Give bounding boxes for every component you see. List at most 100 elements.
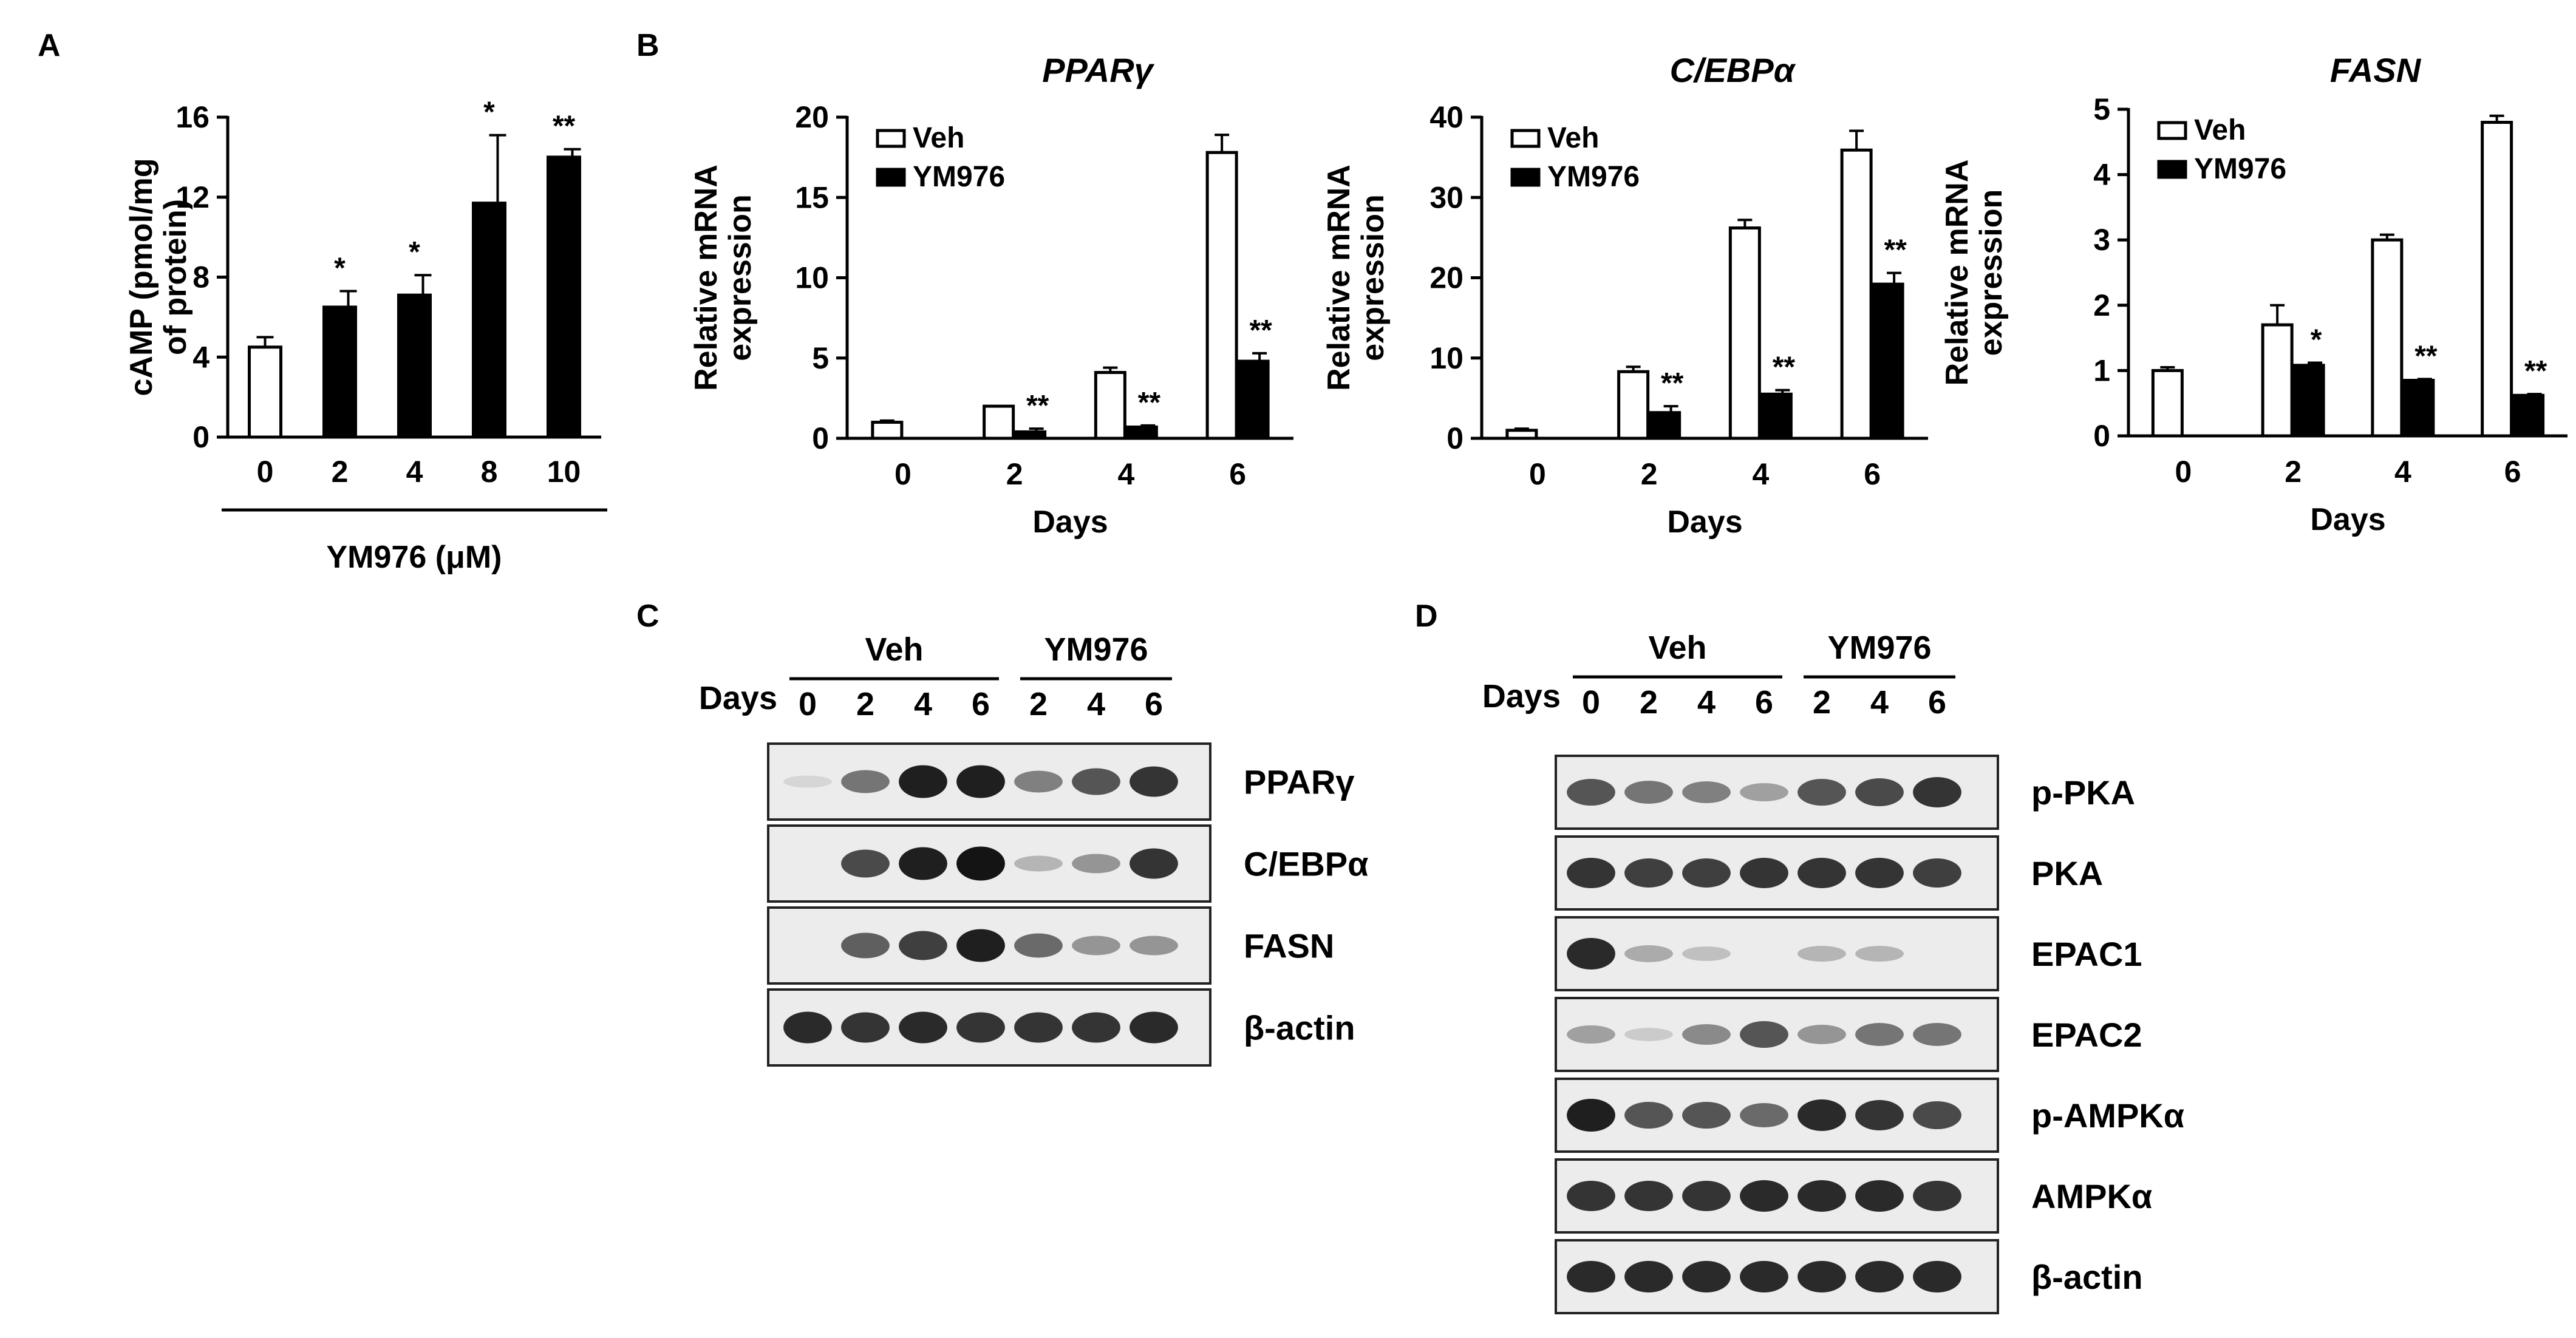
lane-label: 2 bbox=[1813, 684, 1831, 721]
lane-label: 4 bbox=[1697, 684, 1716, 721]
blot-band bbox=[956, 765, 1005, 798]
legend-swatch-veh bbox=[2157, 121, 2187, 140]
bar-veh bbox=[1505, 429, 1538, 440]
bar bbox=[248, 345, 282, 439]
protein-label: EPAC1 bbox=[2031, 935, 2142, 973]
bar-veh bbox=[1840, 148, 1873, 440]
x-tick-label: 2 bbox=[2285, 455, 2302, 489]
bar-ym976 bbox=[2402, 379, 2435, 438]
bar-ym976 bbox=[1872, 282, 1904, 440]
x-axis-label: Days bbox=[2310, 502, 2385, 537]
lane-label: 0 bbox=[799, 686, 817, 722]
blot-band bbox=[1014, 1012, 1063, 1043]
x-tick-label: 6 bbox=[2504, 455, 2521, 489]
significance-marker: ** bbox=[1138, 387, 1161, 419]
y-tick-label: 16 bbox=[175, 100, 210, 134]
x-axis-label: Days bbox=[1032, 504, 1108, 540]
blot-band bbox=[1855, 858, 1904, 888]
blot-band bbox=[1797, 1180, 1846, 1212]
y-tick-label: 1 bbox=[2093, 353, 2110, 387]
lane-label: 2 bbox=[1029, 686, 1048, 722]
legend-swatch-veh bbox=[876, 129, 906, 148]
bar-ym976 bbox=[2512, 393, 2545, 438]
lane-label: 6 bbox=[1928, 684, 1946, 721]
protein-label: EPAC2 bbox=[2031, 1016, 2142, 1054]
y-tick-label: 5 bbox=[2093, 92, 2110, 126]
blot-band bbox=[841, 770, 890, 793]
significance-marker: ** bbox=[2524, 355, 2547, 387]
blot-band bbox=[956, 846, 1005, 881]
bar bbox=[472, 202, 506, 439]
bar-veh bbox=[1205, 151, 1238, 440]
blot-band bbox=[1072, 768, 1120, 795]
protein-label: PPARγ bbox=[1244, 763, 1355, 801]
bar-veh bbox=[2371, 238, 2404, 438]
blot-band bbox=[1913, 777, 1961, 807]
x-tick-label: 2 bbox=[332, 455, 349, 489]
bar-veh bbox=[983, 404, 1015, 440]
blot-band bbox=[783, 1011, 832, 1044]
lane-label: 6 bbox=[1755, 684, 1773, 721]
protein-label: p-PKA bbox=[2031, 773, 2135, 812]
blot-band bbox=[1682, 858, 1731, 888]
y-tick-label: 4 bbox=[193, 340, 210, 374]
legend-label: Veh bbox=[913, 122, 964, 154]
protein-label: β-actin bbox=[2031, 1258, 2143, 1296]
bar-veh bbox=[871, 421, 904, 440]
blot-band bbox=[1682, 1181, 1731, 1211]
panel-letter-c: C bbox=[636, 599, 659, 634]
blot-band bbox=[841, 849, 890, 878]
y-axis-label-line: expression bbox=[1974, 189, 2009, 356]
blot-band bbox=[783, 775, 832, 788]
blot-band bbox=[1855, 778, 1904, 806]
legend-swatch-ym976 bbox=[2157, 160, 2187, 179]
y-tick-label: 10 bbox=[1429, 341, 1463, 375]
blot-band bbox=[956, 1012, 1005, 1043]
group-label-ym976: YM976 bbox=[1044, 631, 1148, 668]
blot-band bbox=[899, 931, 947, 960]
blot-band bbox=[1072, 854, 1120, 874]
blot-band bbox=[1740, 858, 1788, 888]
significance-marker: ** bbox=[2414, 340, 2438, 372]
bar-veh bbox=[2261, 323, 2294, 438]
bar-veh bbox=[1617, 370, 1650, 440]
protein-label: AMPKα bbox=[2031, 1177, 2152, 1215]
blot-band bbox=[1740, 1103, 1788, 1127]
blot-band bbox=[1682, 1261, 1731, 1292]
blot-band bbox=[1130, 1011, 1178, 1044]
blot-band bbox=[1014, 855, 1063, 872]
blot-band bbox=[1624, 1102, 1673, 1129]
x-tick-label: 0 bbox=[1529, 457, 1546, 491]
panel-letter-a: A bbox=[38, 28, 61, 63]
y-axis-label-line: expression bbox=[1355, 194, 1391, 361]
significance-marker: * bbox=[483, 97, 495, 129]
x-tick-label: 4 bbox=[1117, 457, 1134, 491]
legend-swatch-ym976 bbox=[876, 168, 906, 187]
significance-marker: * bbox=[334, 253, 346, 285]
blot-band bbox=[1855, 1261, 1904, 1292]
lane-label: 2 bbox=[1640, 684, 1658, 721]
y-tick-label: 10 bbox=[795, 261, 829, 295]
bar-ym976 bbox=[2292, 364, 2325, 438]
y-tick-label: 2 bbox=[2093, 288, 2110, 322]
x-tick-label: 2 bbox=[1006, 457, 1023, 491]
blot-band bbox=[1740, 1180, 1788, 1212]
blot-band bbox=[1682, 781, 1731, 803]
blot-band bbox=[1567, 1261, 1615, 1292]
western-blot-c: Veh YM976 Days 0 2 4 6 2 4 6 PPARγ C/EBPα FASN β-acti… bbox=[699, 631, 1369, 1067]
legend-label: Veh bbox=[2194, 114, 2246, 146]
y-axis-label-line: expression bbox=[723, 194, 758, 361]
legend-label: Veh bbox=[1547, 122, 1599, 154]
y-tick-label: 40 bbox=[1429, 100, 1463, 134]
bar-veh bbox=[1728, 226, 1761, 440]
y-tick-label: 15 bbox=[795, 180, 829, 214]
protein-label: FASN bbox=[1244, 927, 1334, 965]
panel-letter-b: B bbox=[636, 28, 659, 63]
blot-band bbox=[1624, 945, 1673, 962]
x-tick-label: 4 bbox=[2394, 455, 2411, 489]
blot-strip bbox=[1555, 916, 1999, 991]
